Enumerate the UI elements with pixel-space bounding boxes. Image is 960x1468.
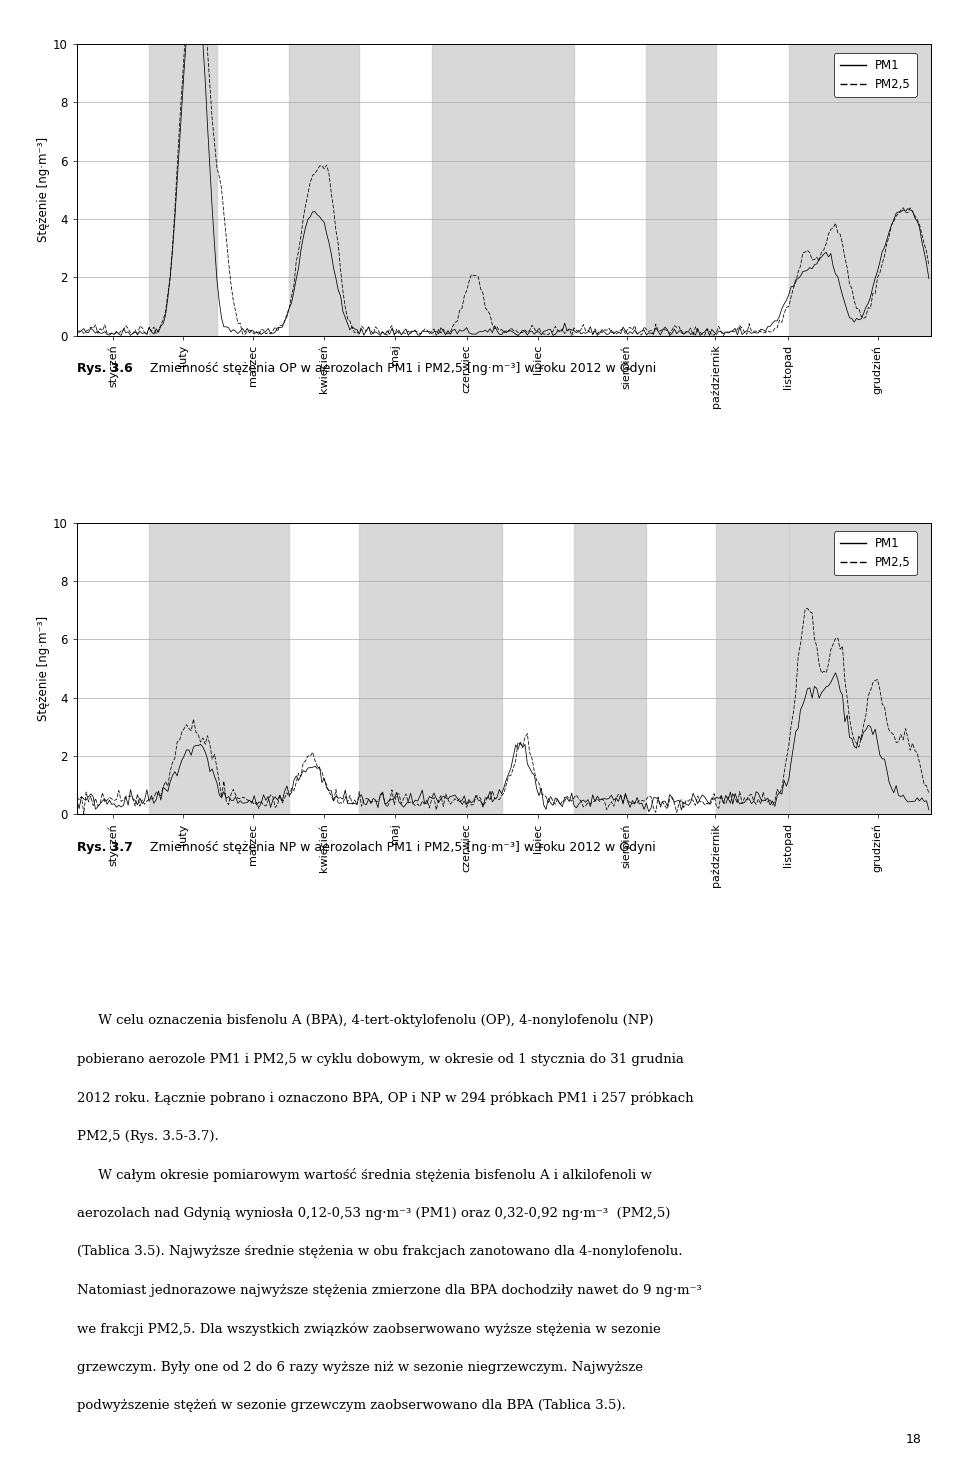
Text: Zmienność stężenia NP w aerozolach PM1 i PM2,5 [ng·m⁻³] w roku 2012 w Gdyni: Zmienność stężenia NP w aerozolach PM1 i… xyxy=(146,841,656,854)
Text: grzewczym. Były one od 2 do 6 razy wyższe niż w sezonie niegrzewczym. Najwyższe: grzewczym. Były one od 2 do 6 razy wyższ… xyxy=(77,1361,643,1374)
Text: aerozolach nad Gdynią wyniosła 0,12-0,53 ng·m⁻³ (PM1) oraz 0,32-0,92 ng·m⁻³  (PM: aerozolach nad Gdynią wyniosła 0,12-0,53… xyxy=(77,1207,670,1220)
Text: W celu oznaczenia bisfenolu A (BPA), 4-tert-oktylofenolu (OP), 4-nonylofenolu (N: W celu oznaczenia bisfenolu A (BPA), 4-t… xyxy=(77,1014,654,1028)
Bar xyxy=(149,523,289,815)
Text: W całym okresie pomiarowym wartość średnia stężenia bisfenolu A i alkilofenoli w: W całym okresie pomiarowym wartość średn… xyxy=(77,1169,652,1182)
Bar xyxy=(149,44,217,336)
Text: Natomiast jednorazowe najwyższe stężenia zmierzone dla BPA dochodziły nawet do 9: Natomiast jednorazowe najwyższe stężenia… xyxy=(77,1284,702,1296)
Text: we frakcji PM2,5. Dla wszystkich związków zaobserwowano wyższe stężenia w sezoni: we frakcji PM2,5. Dla wszystkich związkó… xyxy=(77,1323,660,1336)
Legend: PM1, PM2,5: PM1, PM2,5 xyxy=(834,531,917,575)
Text: 2012 roku. Łącznie pobrano i oznaczono BPA, OP i NP w 294 próbkach PM1 i 257 pró: 2012 roku. Łącznie pobrano i oznaczono B… xyxy=(77,1091,693,1105)
Text: 18: 18 xyxy=(905,1433,922,1446)
Text: Rys. 3.7: Rys. 3.7 xyxy=(77,841,132,854)
Text: (Tablica 3.5). Najwyższe średnie stężenia w obu frakcjach zanotowano dla 4-nonyl: (Tablica 3.5). Najwyższe średnie stężeni… xyxy=(77,1245,683,1258)
Text: Rys. 3.6: Rys. 3.6 xyxy=(77,363,132,374)
Bar xyxy=(716,523,789,815)
Bar xyxy=(432,44,574,336)
Bar xyxy=(789,523,931,815)
Bar xyxy=(789,44,931,336)
Bar xyxy=(646,44,716,336)
Text: PM2,5 (Rys. 3.5-3.7).: PM2,5 (Rys. 3.5-3.7). xyxy=(77,1130,219,1144)
Y-axis label: Stężenie [ng·m⁻³]: Stężenie [ng·m⁻³] xyxy=(37,137,50,242)
Bar xyxy=(574,523,646,815)
Legend: PM1, PM2,5: PM1, PM2,5 xyxy=(834,53,917,97)
Y-axis label: Stężenie [ng·m⁻³]: Stężenie [ng·m⁻³] xyxy=(37,617,50,721)
Bar xyxy=(289,44,359,336)
Bar xyxy=(359,523,502,815)
Text: podwyższenie stężeń w sezonie grzewczym zaobserwowano dla BPA (Tablica 3.5).: podwyższenie stężeń w sezonie grzewczym … xyxy=(77,1399,626,1412)
Text: pobierano aerozole PM1 i PM2,5 w cyklu dobowym, w okresie od 1 stycznia do 31 gr: pobierano aerozole PM1 i PM2,5 w cyklu d… xyxy=(77,1053,684,1066)
Text: Zmienność stężenia OP w aerozolach PM1 i PM2,5 [ng·m⁻³] w roku 2012 w Gdyni: Zmienność stężenia OP w aerozolach PM1 i… xyxy=(146,363,657,374)
